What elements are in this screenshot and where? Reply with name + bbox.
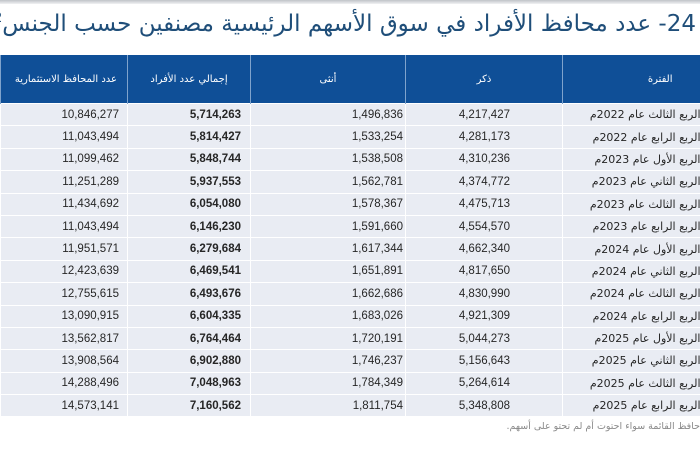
table-row: 10,846,277 5,714,263 1,496,836 4,217,427 الر… — [0, 102, 700, 126]
cell-period: الربع الثالث عام 2024م — [562, 282, 700, 306]
cell-period: الربع الأول عام 2023م — [562, 147, 700, 171]
cell-female: 1,496,836 — [250, 102, 406, 126]
cell-investment-portfolios: 11,951,571 — [0, 237, 128, 261]
cell-period: الربع الرابع عام 2023م — [562, 214, 700, 238]
header-female: أنثى — [250, 55, 406, 104]
table-row: 13,090,915 6,604,335 1,683,026 4,921,309 الر… — [0, 304, 700, 328]
cell-female: 1,662,686 — [250, 282, 406, 306]
table-row: 11,099,462 5,848,744 1,538,508 4,310,236 الر… — [0, 147, 700, 171]
cell-male: 4,817,650 — [405, 259, 563, 283]
title-text: 24- عدد محافظ الأفراد في سوق الأسهم الرئ… — [2, 11, 696, 37]
cell-investment-portfolios: 13,090,915 — [0, 304, 128, 328]
cell-period: الربع الثالث عام 2025م — [562, 371, 700, 395]
cell-period: الربع الأول عام 2024م — [562, 237, 700, 261]
cell-male: 5,156,643 — [405, 349, 563, 373]
table-body: 10,846,277 5,714,263 1,496,836 4,217,427 الر… — [0, 102, 700, 417]
page-title: 24- عدد محافظ الأفراد في سوق الأسهم الرئ… — [0, 4, 696, 39]
footnote: حافظ القائمة سواء احتوت أم لم تحتو على أ… — [506, 421, 700, 432]
cell-male: 4,662,340 — [405, 237, 563, 261]
cell-period: الربع الأول عام 2025م — [562, 326, 700, 350]
cell-male: 4,374,772 — [405, 170, 563, 194]
header-total-individuals: إجمالي عدد الأفراد — [127, 55, 251, 104]
cell-female: 1,533,254 — [250, 125, 406, 149]
portfolios-by-gender-table: عدد المحافظ الاستثمارية إجمالي عدد الأفر… — [0, 55, 700, 417]
cell-total-individuals: 6,054,080 — [127, 192, 251, 216]
title-footnote-marker: 2 — [0, 11, 2, 26]
table-row: 13,908,564 6,902,880 1,746,237 5,156,643 الر… — [0, 349, 700, 373]
cell-period: الربع الرابع عام 2022م — [562, 125, 700, 149]
cell-total-individuals: 5,814,427 — [127, 125, 251, 149]
table-row: 11,434,692 6,054,080 1,578,367 4,475,713 الر… — [0, 192, 700, 216]
header-male: ذكر — [405, 55, 563, 104]
cell-period: الربع الرابع عام 2025م — [562, 394, 700, 417]
cell-investment-portfolios: 13,908,564 — [0, 349, 128, 373]
cell-female: 1,651,891 — [250, 259, 406, 283]
header-investment-portfolios: عدد المحافظ الاستثمارية — [0, 55, 128, 104]
cell-investment-portfolios: 11,251,289 — [0, 170, 128, 194]
cell-period: الربع الثاني عام 2023م — [562, 170, 700, 194]
cell-female: 1,617,344 — [250, 237, 406, 261]
cell-investment-portfolios: 14,573,141 — [0, 394, 128, 417]
cell-female: 1,683,026 — [250, 304, 406, 328]
cell-investment-portfolios: 11,434,692 — [0, 192, 128, 216]
cell-female: 1,720,191 — [250, 326, 406, 350]
cell-investment-portfolios: 10,846,277 — [0, 102, 128, 126]
cell-investment-portfolios: 13,562,817 — [0, 326, 128, 350]
cell-period: الربع الرابع عام 2024م — [562, 304, 700, 328]
cell-total-individuals: 5,848,744 — [127, 147, 251, 171]
table-row: 13,562,817 6,764,464 1,720,191 5,044,273 الر… — [0, 326, 700, 350]
cell-total-individuals: 6,764,464 — [127, 326, 251, 350]
cell-total-individuals: 7,048,963 — [127, 371, 251, 395]
cell-male: 4,554,570 — [405, 214, 563, 238]
top-edge-shadow — [0, 0, 700, 4]
cell-male: 5,044,273 — [405, 326, 563, 350]
cell-period: الربع الثاني عام 2025م — [562, 349, 700, 373]
cell-total-individuals: 6,604,335 — [127, 304, 251, 328]
table-row: 11,251,289 5,937,553 1,562,781 4,374,772 الر… — [0, 170, 700, 194]
cell-total-individuals: 6,902,880 — [127, 349, 251, 373]
table-row: 14,573,141 7,160,562 1,811,754 5,348,808 الر… — [0, 394, 700, 417]
cell-female: 1,538,508 — [250, 147, 406, 171]
cell-male: 4,921,309 — [405, 304, 563, 328]
table-row: 11,043,494 5,814,427 1,533,254 4,281,173 الر… — [0, 125, 700, 149]
cell-total-individuals: 6,146,230 — [127, 214, 251, 238]
cell-total-individuals: 6,279,684 — [127, 237, 251, 261]
table-row: 11,951,571 6,279,684 1,617,344 4,662,340 الر… — [0, 237, 700, 261]
cell-investment-portfolios: 12,755,615 — [0, 282, 128, 306]
cell-male: 5,348,808 — [405, 394, 563, 417]
cell-total-individuals: 6,469,541 — [127, 259, 251, 283]
cell-investment-portfolios: 11,099,462 — [0, 147, 128, 171]
table-row: 12,423,639 6,469,541 1,651,891 4,817,650 الر… — [0, 259, 700, 283]
cell-investment-portfolios: 12,423,639 — [0, 259, 128, 283]
cell-female: 1,591,660 — [250, 214, 406, 238]
cell-investment-portfolios: 11,043,494 — [0, 214, 128, 238]
cell-male: 4,281,173 — [405, 125, 563, 149]
cell-male: 4,217,427 — [405, 102, 563, 126]
table-row: 12,755,615 6,493,676 1,662,686 4,830,990 الر… — [0, 282, 700, 306]
cell-total-individuals: 7,160,562 — [127, 394, 251, 417]
cell-female: 1,562,781 — [250, 170, 406, 194]
cell-investment-portfolios: 11,043,494 — [0, 125, 128, 149]
cell-period: الربع الثاني عام 2024م — [562, 259, 700, 283]
cell-female: 1,578,367 — [250, 192, 406, 216]
cell-male: 5,264,614 — [405, 371, 563, 395]
cell-period: الربع الثالث عام 2023م — [562, 192, 700, 216]
cell-total-individuals: 6,493,676 — [127, 282, 251, 306]
cell-male: 4,310,236 — [405, 147, 563, 171]
table-row: 11,043,494 6,146,230 1,591,660 4,554,570 الر… — [0, 214, 700, 238]
header-period: الفترة — [562, 55, 700, 104]
cell-total-individuals: 5,714,263 — [127, 102, 251, 126]
table-row: 14,288,496 7,048,963 1,784,349 5,264,614 الر… — [0, 371, 700, 395]
cell-female: 1,811,754 — [250, 394, 406, 417]
cell-total-individuals: 5,937,553 — [127, 170, 251, 194]
cell-male: 4,830,990 — [405, 282, 563, 306]
cell-female: 1,746,237 — [250, 349, 406, 373]
cell-female: 1,784,349 — [250, 371, 406, 395]
cell-male: 4,475,713 — [405, 192, 563, 216]
table-header-row: عدد المحافظ الاستثمارية إجمالي عدد الأفر… — [0, 55, 700, 104]
cell-period: الربع الثالث عام 2022م — [562, 102, 700, 126]
cell-investment-portfolios: 14,288,496 — [0, 371, 128, 395]
